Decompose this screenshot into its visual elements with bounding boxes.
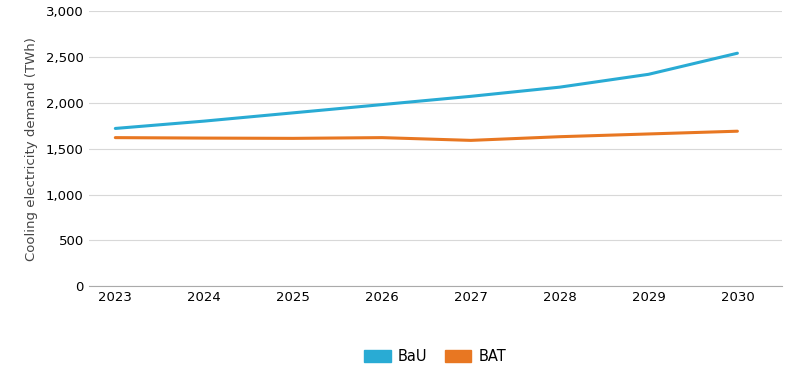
BAT [289,136,298,141]
Line: BaU: BaU [115,53,737,128]
BaU [289,111,298,115]
BaU [199,119,209,123]
BAT [199,136,209,140]
BAT [733,129,742,134]
BaU [733,51,742,55]
Line: BAT: BAT [115,131,737,141]
BaU [466,94,476,99]
BAT [644,132,654,136]
BAT [466,138,476,143]
Y-axis label: Cooling electricity demand (TWh): Cooling electricity demand (TWh) [25,37,38,261]
BAT [110,135,120,140]
BAT [377,135,387,140]
BAT [555,134,564,139]
Legend: BaU, BAT: BaU, BAT [359,343,512,367]
BaU [110,126,120,131]
BaU [377,102,387,107]
BaU [555,85,564,90]
BaU [644,72,654,77]
